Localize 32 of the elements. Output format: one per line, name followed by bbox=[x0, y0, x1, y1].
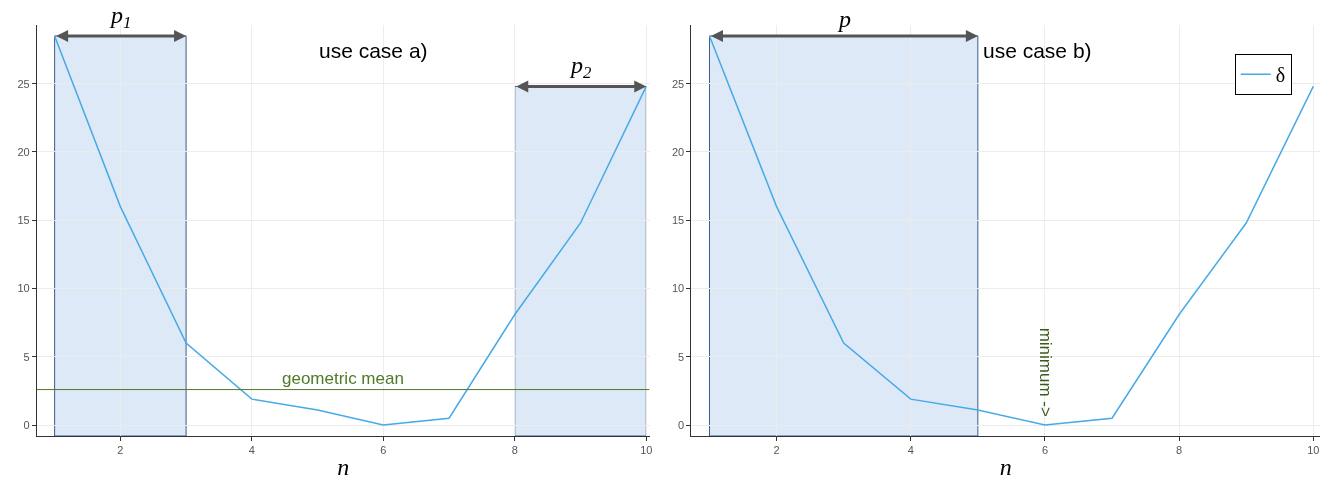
x-tick-label: 10 bbox=[640, 444, 653, 457]
x-tick-label: 2 bbox=[773, 444, 780, 457]
y-tick-label: 20 bbox=[671, 145, 685, 158]
band-label: p bbox=[837, 6, 851, 32]
y-tick-label: 25 bbox=[671, 77, 685, 90]
x-axis-title: n bbox=[999, 453, 1012, 480]
y-tick-label: 0 bbox=[23, 418, 30, 431]
x-tick-label: 4 bbox=[907, 444, 914, 457]
x-tick-label: 6 bbox=[1041, 444, 1048, 457]
x-tick-label: 8 bbox=[511, 444, 518, 457]
y-tick-label: 15 bbox=[17, 214, 30, 227]
x-tick-label: 2 bbox=[117, 444, 124, 457]
y-tick-label: 15 bbox=[671, 214, 685, 227]
x-tick-label: 10 bbox=[1307, 444, 1320, 457]
y-tick-label: 10 bbox=[17, 282, 30, 295]
x-tick-label: 4 bbox=[248, 444, 255, 457]
annotation: minimum -> bbox=[1035, 327, 1055, 417]
ref-line-label: geometric mean bbox=[282, 369, 404, 388]
y-tick-label: 25 bbox=[17, 77, 30, 90]
y-tick-label: 0 bbox=[678, 418, 685, 431]
legend-label: δ bbox=[1275, 64, 1286, 87]
x-tick-label: 6 bbox=[380, 444, 387, 457]
text: use case b) bbox=[983, 39, 1092, 62]
y-tick-label: 10 bbox=[671, 282, 685, 295]
text: use case a) bbox=[319, 39, 428, 62]
y-tick-label: 5 bbox=[678, 350, 685, 363]
band-label: p$_{1}$ bbox=[109, 2, 132, 33]
x-axis-title: n bbox=[337, 453, 350, 480]
y-tick-label: 20 bbox=[17, 145, 30, 158]
y-tick-label: 5 bbox=[23, 350, 30, 363]
band-label: p$_{2}$ bbox=[569, 52, 592, 83]
x-tick-label: 8 bbox=[1176, 444, 1183, 457]
